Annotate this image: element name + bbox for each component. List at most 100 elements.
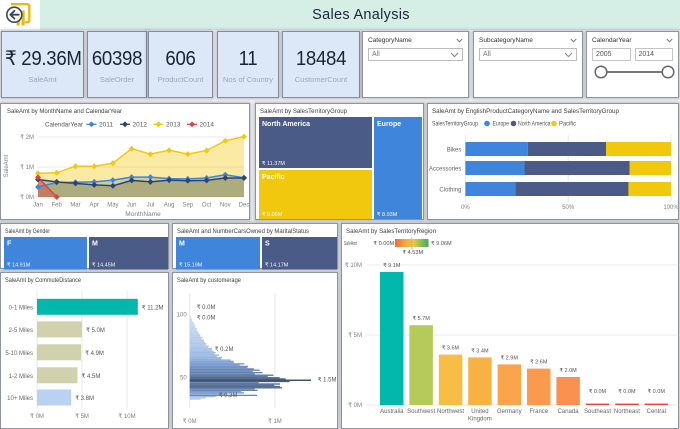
svg-text:North America: North America — [518, 122, 551, 128]
svg-text:Mar: Mar — [70, 203, 80, 209]
svg-text:0%: 0% — [461, 205, 470, 211]
svg-text:Pacific: Pacific — [559, 122, 576, 128]
svg-text:₹ 9.1M: ₹ 9.1M — [383, 262, 401, 269]
svg-text:₹ 11.37M: ₹ 11.37M — [262, 160, 285, 167]
svg-text:₹ 1M: ₹ 1M — [268, 418, 282, 425]
svg-text:Southeast: Southeast — [584, 409, 611, 415]
svg-text:SaleAmt by EnglishProductCateg: SaleAmt by EnglishProductCategoryName an… — [432, 108, 619, 115]
svg-text:Apr: Apr — [90, 203, 99, 209]
svg-text:Bikes: Bikes — [447, 148, 462, 154]
svg-text:10+ Miles: 10+ Miles — [7, 396, 33, 402]
svg-text:₹ 5.7M: ₹ 5.7M — [413, 315, 431, 322]
svg-text:Southwest: Southwest — [407, 409, 435, 415]
svg-text:₹ 0M: ₹ 0M — [30, 413, 44, 420]
svg-text:₹ 2M: ₹ 2M — [20, 134, 34, 141]
svg-text:Clothing: Clothing — [439, 188, 461, 194]
svg-text:Pacific: Pacific — [262, 174, 285, 181]
svg-text:₹ 5M: ₹ 5M — [75, 413, 89, 420]
svg-text:₹ 11.2M: ₹ 11.2M — [142, 304, 164, 311]
svg-text:₹ 4.5M: ₹ 4.5M — [82, 373, 101, 380]
svg-text:2013: 2013 — [166, 122, 181, 129]
svg-text:Feb: Feb — [52, 203, 63, 209]
svg-text:United: United — [471, 409, 488, 415]
svg-text:SaleAmt and NumberCarsOwned by: SaleAmt and NumberCarsOwned by MaritalSt… — [177, 228, 310, 235]
svg-text:Germany: Germany — [497, 409, 522, 415]
svg-text:Northwest: Northwest — [437, 409, 464, 415]
svg-text:100%: 100% — [663, 205, 679, 211]
svg-text:₹ 15.19M: ₹ 15.19M — [179, 262, 203, 269]
svg-text:50: 50 — [180, 376, 187, 382]
svg-text:S: S — [265, 241, 270, 248]
svg-text:North America: North America — [262, 121, 310, 128]
svg-text:₹ 3.8M: ₹ 3.8M — [75, 395, 94, 402]
svg-text:50%: 50% — [562, 205, 575, 211]
svg-text:₹ 0.00M: ₹ 0.00M — [374, 240, 395, 247]
svg-text:SaleAmt: SaleAmt — [4, 154, 10, 177]
svg-text:SaleAmt by SalesTerritoryGroup: SaleAmt by SalesTerritoryGroup — [260, 108, 347, 115]
svg-text:Kingdom: Kingdom — [468, 417, 492, 423]
svg-text:₹ 1M: ₹ 1M — [20, 164, 34, 171]
svg-text:₹ 10M: ₹ 10M — [345, 262, 362, 269]
svg-text:₹ 1.5M: ₹ 1.5M — [318, 377, 337, 384]
svg-text:₹ 0.2M: ₹ 0.2M — [215, 346, 234, 353]
svg-text:₹ 2.0M: ₹ 2.0M — [559, 367, 577, 374]
svg-text:₹ 3.6M: ₹ 3.6M — [442, 345, 460, 352]
svg-text:Northeast: Northeast — [614, 409, 640, 415]
svg-text:₹ 9.06M: ₹ 9.06M — [431, 240, 452, 247]
svg-text:Oct: Oct — [202, 203, 212, 209]
svg-text:SaleAmt by SalesTerritoryRegio: SaleAmt by SalesTerritoryRegion — [346, 228, 436, 235]
svg-text:5-10 Miles: 5-10 Miles — [5, 351, 33, 357]
svg-text:₹ 2.6M: ₹ 2.6M — [530, 359, 548, 366]
svg-text:₹ 0M: ₹ 0M — [20, 194, 34, 201]
svg-text:Sep: Sep — [182, 203, 193, 209]
svg-text:Australia: Australia — [380, 409, 404, 415]
svg-text:SaleAmt: SaleAmt — [344, 241, 357, 247]
svg-text:Aug: Aug — [164, 203, 175, 209]
svg-text:₹ 9.06M: ₹ 9.06M — [262, 211, 283, 218]
svg-text:2012: 2012 — [133, 122, 148, 129]
svg-text:Accessories: Accessories — [429, 167, 461, 173]
svg-text:₹ 14.17M: ₹ 14.17M — [265, 262, 289, 269]
svg-text:₹ 10M: ₹ 10M — [118, 413, 135, 420]
svg-text:₹ 0.0M: ₹ 0.0M — [197, 304, 216, 311]
svg-text:₹ 0.0M: ₹ 0.0M — [648, 388, 666, 395]
svg-text:₹ 4.53M: ₹ 4.53M — [403, 249, 424, 256]
svg-text:1-2 Miles: 1-2 Miles — [9, 374, 33, 380]
svg-text:Central: Central — [647, 409, 666, 415]
svg-text:2011: 2011 — [99, 122, 113, 129]
svg-text:MonthName: MonthName — [125, 211, 161, 218]
svg-text:100: 100 — [177, 313, 188, 319]
svg-text:0-1 Miles: 0-1 Miles — [9, 305, 33, 311]
svg-text:₹ 5.0M: ₹ 5.0M — [86, 327, 105, 334]
svg-text:₹ 14.91M: ₹ 14.91M — [7, 262, 31, 269]
svg-text:Europe: Europe — [377, 121, 401, 128]
svg-text:₹ 0.0M: ₹ 0.0M — [618, 388, 636, 395]
svg-text:SaleAmt by customerage: SaleAmt by customerage — [177, 277, 241, 284]
svg-text:₹ 3.4M: ₹ 3.4M — [471, 347, 489, 354]
svg-text:France: France — [529, 409, 548, 415]
svg-text:₹ 8.93M: ₹ 8.93M — [377, 211, 398, 218]
svg-text:SalesTerritoryGroup: SalesTerritoryGroup — [432, 122, 479, 128]
svg-text:F: F — [7, 241, 12, 248]
svg-text:SaleAmt by MonthName and Calen: SaleAmt by MonthName and CalendarYear — [7, 108, 123, 115]
svg-text:2-5 Miles: 2-5 Miles — [9, 328, 33, 334]
svg-text:M: M — [92, 241, 98, 248]
svg-text:CalendarYear: CalendarYear — [45, 122, 84, 129]
svg-text:₹ 0.0M: ₹ 0.0M — [197, 315, 216, 322]
svg-text:Jun: Jun — [127, 203, 137, 209]
svg-text:₹ 14.45M: ₹ 14.45M — [92, 262, 116, 269]
svg-text:Nov: Nov — [220, 203, 231, 209]
svg-text:₹ 0.3M: ₹ 0.3M — [219, 392, 238, 399]
svg-text:SaleAmt by Gender: SaleAmt by Gender — [5, 228, 51, 235]
svg-text:₹ 0M: ₹ 0M — [348, 402, 362, 409]
svg-text:₹ 0.0M: ₹ 0.0M — [589, 388, 607, 395]
svg-text:Canada: Canada — [558, 409, 580, 415]
svg-text:Jan: Jan — [33, 203, 43, 209]
svg-text:SaleAmt by CommuteDistance: SaleAmt by CommuteDistance — [5, 277, 81, 284]
svg-text:₹ 0M: ₹ 0M — [183, 418, 197, 425]
svg-text:₹ 2.9M: ₹ 2.9M — [501, 354, 519, 361]
svg-text:May: May — [107, 203, 118, 209]
svg-text:2014: 2014 — [200, 122, 215, 129]
svg-text:M: M — [179, 241, 185, 248]
svg-text:₹ 5M: ₹ 5M — [348, 332, 362, 339]
